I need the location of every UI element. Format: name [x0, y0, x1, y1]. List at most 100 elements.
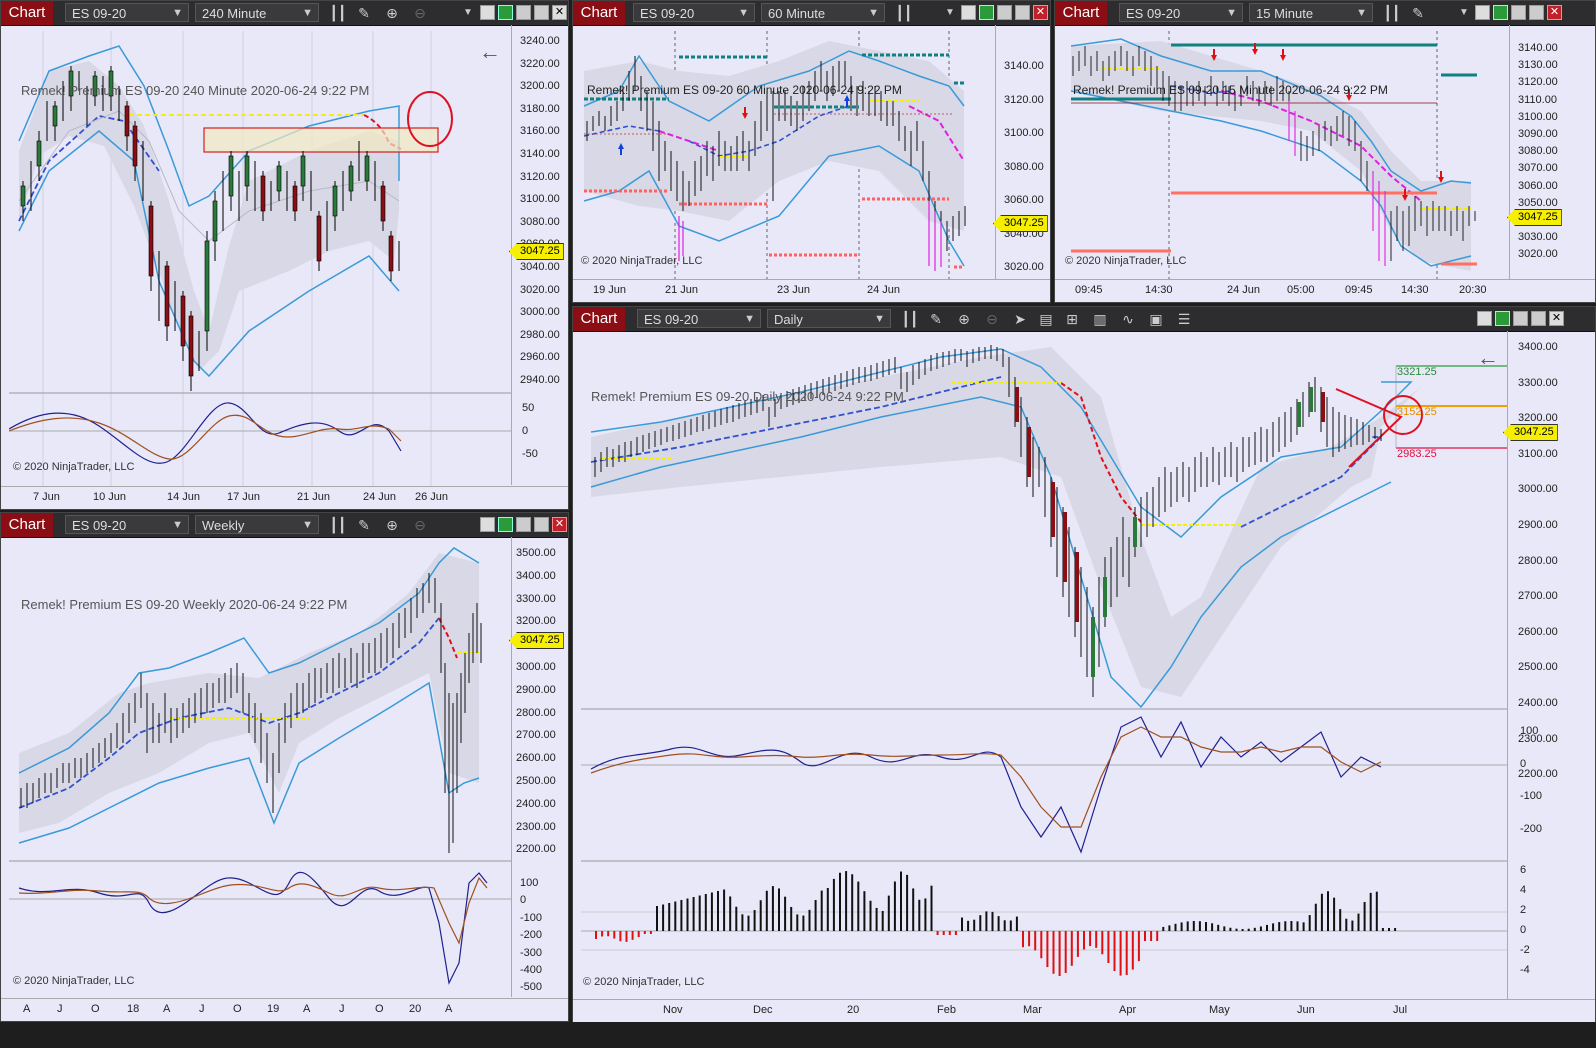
chart-menu-button[interactable]: Chart [1055, 1, 1107, 25]
chart-window-daily[interactable]: Chart ES 09-20 ▼ Daily ▼ ┃┃ ✎ ⊕ ⊖ ➤ ▤ ⊞ ▥ … [572, 306, 1596, 1022]
histogram-bar [1046, 931, 1049, 968]
minimize-button[interactable] [516, 5, 531, 20]
price-plot-15[interactable] [1061, 31, 1509, 279]
time-axis[interactable]: 7 Jun 10 Jun 14 Jun 17 Jun 21 Jun 24 Jun 26 Ju… [1, 486, 568, 509]
time-axis[interactable]: 09:45 14:30 24 Jun 05:00 09:45 14:30 20:30 [1055, 279, 1595, 302]
arrow-left-icon[interactable]: ← [1477, 345, 1499, 370]
histogram-bar [820, 890, 823, 931]
price-plot-weekly[interactable] [9, 543, 511, 998]
chart-window-weekly[interactable]: Chart ES 09-20 ▼ Weekly ▼ ┃┃ ✎ ⊕ ⊖ ✕ Remek… [0, 512, 569, 1022]
pointer-icon[interactable]: ➤ [1014, 311, 1026, 327]
arrow-left-icon[interactable]: ← [479, 39, 501, 64]
histogram-bar [1333, 897, 1336, 931]
minimize-button[interactable] [1511, 5, 1526, 20]
price-axis[interactable]: 3500.003400.003300.003200.003100.003000.… [511, 537, 568, 997]
chart-menu-button[interactable]: Chart [573, 1, 625, 25]
link-color-button[interactable] [979, 5, 994, 20]
list-icon[interactable]: ☰ [1177, 311, 1191, 327]
interval-selector[interactable]: 240 Minute ▼ [195, 3, 319, 22]
histogram-bar [753, 910, 756, 931]
price-plot-60[interactable] [579, 31, 995, 279]
minimize-button[interactable] [997, 5, 1012, 20]
pencil-icon[interactable]: ✎ [1412, 5, 1424, 21]
templates-icon[interactable]: ▣ [1149, 311, 1163, 327]
instrument-selector[interactable]: ES 09-20 ▼ [65, 3, 189, 22]
link-color-button[interactable] [498, 517, 513, 532]
window-tab-button[interactable] [480, 5, 495, 20]
axis-tick-label: 3140.00 [1518, 42, 1558, 54]
pencil-icon[interactable]: ✎ [930, 311, 942, 327]
instrument-selector[interactable]: ES 09-20 ▼ [65, 515, 189, 534]
maximize-button[interactable] [534, 517, 549, 532]
chart-window-15min[interactable]: Chart ES 09-20 ▼ 15 Minute ▼ ┃┃ ✎ ▼ ✕ Reme… [1054, 0, 1596, 303]
bars-type-icon[interactable]: ┃┃ [329, 517, 347, 533]
indicators-icon[interactable]: ▥ [1093, 311, 1107, 327]
strategies-icon[interactable]: ∿ [1122, 311, 1134, 327]
close-button[interactable]: ✕ [552, 517, 567, 532]
link-color-button[interactable] [498, 5, 513, 20]
close-button[interactable]: ✕ [1033, 5, 1048, 20]
price-axis[interactable]: 3240.00 3220.00 3200.00 3180.00 3160.00 3140.… [511, 25, 568, 485]
instrument-selector[interactable]: ES 09-20 ▼ [637, 309, 761, 328]
chart-menu-button[interactable]: Chart [1, 1, 53, 25]
chart-window-240min[interactable]: Chart ES 09-20 ▼ 240 Minute ▼ ┃┃ ✎ ⊕ ⊖ ▼ ✕… [0, 0, 569, 510]
minimize-button[interactable] [516, 517, 531, 532]
chevron-down-icon[interactable]: ▼ [945, 7, 955, 18]
chevron-down-icon[interactable]: ▼ [463, 7, 473, 18]
instrument-selector[interactable]: ES 09-20 ▼ [1119, 3, 1243, 22]
axis-tick-label: 3000.00 [1518, 483, 1558, 496]
osc-tick-label: -300 [520, 946, 543, 959]
zoom-in-icon[interactable]: ⊕ [386, 517, 398, 533]
histogram-bar [961, 917, 963, 931]
interval-selector[interactable]: Weekly ▼ [195, 515, 319, 534]
zoom-in-icon[interactable]: ⊕ [386, 5, 398, 21]
zoom-out-icon[interactable]: ⊖ [986, 311, 998, 327]
window-tab-button[interactable] [961, 5, 976, 20]
bars-type-icon[interactable]: ┃┃ [1383, 5, 1401, 21]
histogram-bar [643, 931, 646, 934]
maximize-button[interactable] [1531, 311, 1546, 326]
chevron-down-icon[interactable]: ▼ [1459, 7, 1469, 18]
data-box-icon[interactable]: ▤ [1039, 311, 1053, 327]
chart-menu-button[interactable]: Chart [573, 307, 625, 331]
axis-tick-label: 3060.00 [1004, 194, 1044, 206]
copyright-text: © 2020 NinjaTrader, LLC [583, 976, 705, 988]
chart-menu-button[interactable]: Chart [1, 513, 53, 537]
price-plot-240[interactable] [9, 31, 511, 486]
minimize-button[interactable] [1513, 311, 1528, 326]
link-color-button[interactable] [1495, 311, 1510, 326]
zoom-in-icon[interactable]: ⊕ [958, 311, 970, 327]
price-plot-daily[interactable] [581, 337, 1507, 999]
price-axis[interactable]: 3400.00 3300.00 3200.00 3100.00 3000.00 2900.… [1507, 331, 1595, 999]
time-axis[interactable]: Nov Dec 20 Feb Mar Apr May Jun Jul [573, 999, 1595, 1022]
pencil-icon[interactable]: ✎ [358, 5, 370, 21]
window-tab-button[interactable] [1477, 311, 1492, 326]
zoom-out-icon[interactable]: ⊖ [414, 5, 426, 21]
window-tab-button[interactable] [480, 517, 495, 532]
price-axis[interactable]: 3140.00 3130.00 3120.00 3110.00 3100.00 3090.… [1509, 25, 1595, 279]
instrument-selector[interactable]: ES 09-20 ▼ [633, 3, 755, 22]
bars-type-icon[interactable]: ┃┃ [329, 5, 347, 21]
close-button[interactable]: ✕ [1547, 5, 1562, 20]
close-button[interactable]: ✕ [1549, 311, 1564, 326]
time-axis[interactable]: A J O 18 A J O 19 A J O 20 A [1, 998, 568, 1021]
bars-type-icon[interactable]: ┃┃ [901, 311, 919, 327]
maximize-button[interactable] [1015, 5, 1030, 20]
chevron-down-icon: ▼ [868, 7, 879, 19]
bars-type-icon[interactable]: ┃┃ [895, 5, 913, 21]
pencil-icon[interactable]: ✎ [358, 517, 370, 533]
price-axis[interactable]: 3140.00 3120.00 3100.00 3080.00 3060.00 3040.… [995, 25, 1050, 279]
interval-selector[interactable]: 15 Minute ▼ [1249, 3, 1373, 22]
maximize-button[interactable] [1529, 5, 1544, 20]
zoom-out-icon[interactable]: ⊖ [414, 517, 426, 533]
close-button[interactable]: ✕ [552, 5, 567, 20]
time-axis[interactable]: 19 Jun 21 Jun 23 Jun 24 Jun [573, 279, 1050, 302]
window-tab-button[interactable] [1475, 5, 1490, 20]
chart-window-60min[interactable]: Chart ES 09-20 ▼ 60 Minute ▼ ┃┃ ▼ ✕ Remek!… [572, 0, 1051, 303]
properties-icon[interactable]: ⊞ [1066, 311, 1078, 327]
interval-selector[interactable]: Daily ▼ [767, 309, 891, 328]
osc-tick-label: -200 [1520, 822, 1543, 835]
interval-selector[interactable]: 60 Minute ▼ [761, 3, 885, 22]
maximize-button[interactable] [534, 5, 549, 20]
link-color-button[interactable] [1493, 5, 1508, 20]
